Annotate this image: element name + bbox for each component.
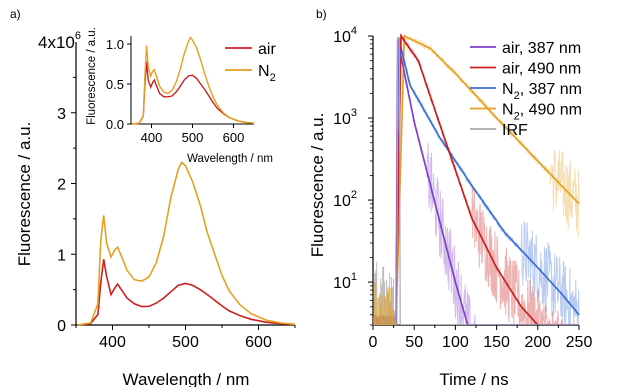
panel-b-ytick-label: 103 (333, 107, 357, 128)
panel-b-ylabel: Fluorescence / a.u. (308, 113, 327, 258)
panel-b-ytick-label: 102 (333, 189, 357, 210)
panel-a-xtick-label: 500 (172, 334, 199, 351)
panel-b-xtick-label: 150 (483, 334, 510, 351)
inset-line-n2 (131, 36, 255, 125)
inset-ytick-label: 0.0 (106, 117, 124, 132)
panel-a-line-air (77, 259, 296, 326)
panel-a-y-scale-label: 4x106 (38, 30, 81, 52)
panel-a-inset: 400 500 600 0.0 0.5 1.0 Fluorescence / a.u. W… (86, 27, 273, 165)
panel-b-xtick-label: 50 (405, 334, 423, 351)
panel-b-xlabel: Time / ns (439, 370, 508, 387)
inset-xtick-label: 400 (141, 130, 163, 145)
inset-ytick-label: 1.0 (106, 37, 124, 52)
panel-b-legend-label: air, 387 nm (502, 40, 581, 57)
panel-b-ytick-label: 101 (333, 271, 357, 292)
inset-xtick-label: 600 (223, 130, 245, 145)
panel-a-line-n2 (77, 160, 296, 326)
panel-b-line-n2-490-nm (373, 34, 580, 325)
panel-b-ytick-label: 104 (333, 25, 357, 46)
panel-a-xtick-label: 400 (99, 334, 126, 351)
panel-b-xtick-label: 0 (369, 334, 378, 351)
inset-xlabel: Wavelength / nm (187, 153, 273, 165)
panel-a-ytick-label: 1 (57, 247, 66, 264)
panel-b-xtick-label: 250 (566, 334, 593, 351)
panel-b-label: b) (316, 7, 327, 21)
panel-b-line-air-490-nm (373, 33, 579, 325)
panel-b-legend-label: N2, 387 nm (502, 81, 582, 102)
inset-line-air (131, 61, 255, 125)
panel-b-legend-label: air, 490 nm (502, 61, 581, 78)
panel-a-legend-label: air (258, 41, 276, 58)
panel-a-ytick-label: 3 (57, 106, 66, 123)
panel-a-legend: air N2 (225, 41, 276, 84)
panel-a-label: a) (10, 7, 21, 21)
panel-b: b) 0 50 100 150 200 250 101 102 103 104 Fluoresce… (308, 7, 592, 387)
panel-a-ylabel: Fluorescence / a.u. (15, 122, 34, 267)
panel-a-ytick-label: 2 (57, 177, 66, 194)
inset-ytick-label: 0.5 (106, 77, 124, 92)
panel-b-xtick-label: 200 (524, 334, 551, 351)
panel-b-xtick-label: 100 (442, 334, 469, 351)
inset-ylabel: Fluorescence / a.u. (86, 27, 98, 125)
panel-a-legend-label: N2 (258, 63, 276, 84)
panel-b-legend-label: IRF (502, 122, 528, 139)
panel-b-line-irf (373, 37, 579, 325)
panel-a: a) 4x106 400 500 600 0 1 2 3 Fluorescence / a.… (10, 7, 296, 387)
inset-xtick-label: 500 (182, 130, 204, 145)
panel-b-legend-label: N2, 490 nm (502, 102, 582, 123)
panel-a-xlabel: Wavelength / nm (123, 370, 250, 387)
panel-a-xtick-label: 600 (245, 334, 272, 351)
panel-b-line-n2-387-nm (373, 37, 580, 325)
panel-b-line-air-387-nm (373, 39, 579, 325)
panel-a-ytick-label: 0 (57, 318, 66, 335)
